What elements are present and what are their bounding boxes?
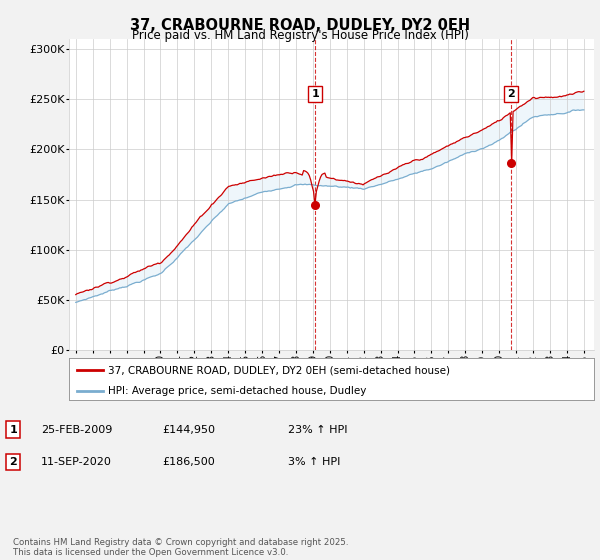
Text: Contains HM Land Registry data © Crown copyright and database right 2025.
This d: Contains HM Land Registry data © Crown c…: [13, 538, 349, 557]
Text: 3% ↑ HPI: 3% ↑ HPI: [288, 457, 340, 467]
Text: Price paid vs. HM Land Registry's House Price Index (HPI): Price paid vs. HM Land Registry's House …: [131, 29, 469, 42]
Text: HPI: Average price, semi-detached house, Dudley: HPI: Average price, semi-detached house,…: [109, 386, 367, 396]
Text: 1: 1: [311, 90, 319, 99]
Text: 37, CRABOURNE ROAD, DUDLEY, DY2 0EH (semi-detached house): 37, CRABOURNE ROAD, DUDLEY, DY2 0EH (sem…: [109, 365, 451, 375]
Text: £144,950: £144,950: [162, 424, 215, 435]
Text: 2: 2: [507, 90, 515, 99]
Text: 11-SEP-2020: 11-SEP-2020: [41, 457, 112, 467]
Text: 1: 1: [10, 424, 17, 435]
Text: 37, CRABOURNE ROAD, DUDLEY, DY2 0EH: 37, CRABOURNE ROAD, DUDLEY, DY2 0EH: [130, 18, 470, 33]
Text: 23% ↑ HPI: 23% ↑ HPI: [288, 424, 347, 435]
Text: 25-FEB-2009: 25-FEB-2009: [41, 424, 112, 435]
Text: 2: 2: [10, 457, 17, 467]
Text: £186,500: £186,500: [162, 457, 215, 467]
